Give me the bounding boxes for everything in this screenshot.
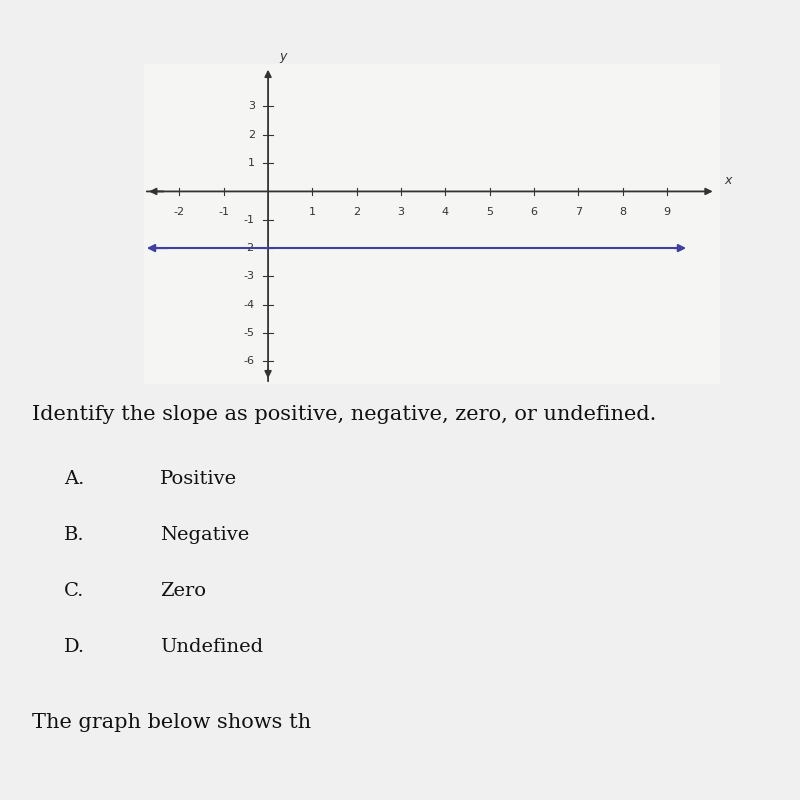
Text: 2: 2 bbox=[353, 207, 360, 217]
Text: Positive: Positive bbox=[160, 470, 237, 488]
Text: 8: 8 bbox=[619, 207, 626, 217]
Text: Identify the slope as positive, negative, zero, or undefined.: Identify the slope as positive, negative… bbox=[32, 405, 656, 424]
Text: Undefined: Undefined bbox=[160, 638, 263, 656]
Text: 2: 2 bbox=[248, 130, 254, 140]
Text: 7: 7 bbox=[574, 207, 582, 217]
Text: -1: -1 bbox=[244, 214, 254, 225]
Text: 5: 5 bbox=[486, 207, 493, 217]
Text: -2: -2 bbox=[244, 243, 254, 253]
Text: 1: 1 bbox=[248, 158, 254, 168]
Text: 4: 4 bbox=[442, 207, 449, 217]
Text: D.: D. bbox=[64, 638, 85, 656]
Text: The graph below shows th: The graph below shows th bbox=[32, 713, 311, 732]
Text: 9: 9 bbox=[663, 207, 670, 217]
Text: A.: A. bbox=[64, 470, 84, 488]
Text: 6: 6 bbox=[530, 207, 538, 217]
Text: 3: 3 bbox=[398, 207, 405, 217]
Text: Zero: Zero bbox=[160, 582, 206, 600]
Text: y: y bbox=[279, 50, 286, 62]
Text: -6: -6 bbox=[244, 356, 254, 366]
Text: B.: B. bbox=[64, 526, 85, 544]
Text: C.: C. bbox=[64, 582, 84, 600]
Text: Negative: Negative bbox=[160, 526, 250, 544]
Text: -2: -2 bbox=[174, 207, 185, 217]
Text: -1: -1 bbox=[218, 207, 230, 217]
Text: -5: -5 bbox=[244, 328, 254, 338]
Text: x: x bbox=[725, 174, 732, 187]
Text: -3: -3 bbox=[244, 271, 254, 282]
Text: 1: 1 bbox=[309, 207, 316, 217]
Text: -4: -4 bbox=[244, 300, 254, 310]
Text: 3: 3 bbox=[248, 102, 254, 111]
